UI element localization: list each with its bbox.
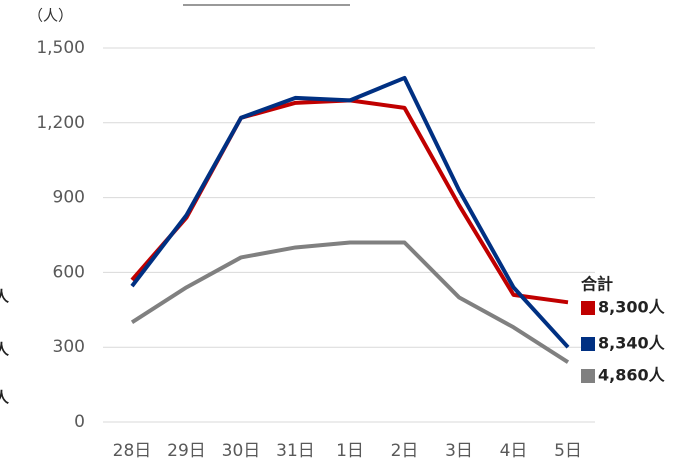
legend-title: 合計 (581, 275, 613, 294)
x-tick-label: 3日 (445, 441, 473, 461)
legend-label: 8,300人 (598, 298, 666, 317)
x-tick-label: 30日 (222, 441, 261, 461)
y-tick-label: 300 (53, 337, 85, 357)
annotation: 人 (0, 389, 10, 407)
y-tick-label: 1,500 (36, 38, 85, 58)
x-tick-label: 2日 (391, 441, 419, 461)
series-line (130, 240, 570, 364)
annotation: 人 (0, 288, 10, 306)
legend-label: 4,860人 (598, 366, 666, 385)
y-tick-label: 1,200 (36, 113, 85, 133)
legend-swatch (581, 337, 595, 351)
y-axis-label: （人） (28, 7, 73, 25)
x-tick-label: 29日 (167, 441, 206, 461)
x-tick-label: 28日 (113, 441, 152, 461)
x-tick-label: 5日 (554, 441, 582, 461)
y-tick-label: 0 (74, 412, 85, 432)
x-tick-label: 31日 (276, 441, 315, 461)
legend-label: 8,340人 (598, 334, 666, 353)
x-tick-label: 1日 (336, 441, 364, 461)
annotation: 人 (0, 341, 10, 359)
y-tick-label: 600 (53, 262, 85, 282)
y-tick-label: 900 (53, 188, 85, 208)
legend-swatch (581, 369, 595, 383)
series-line (130, 75, 570, 349)
legend-swatch (581, 301, 595, 315)
x-tick-label: 4日 (500, 441, 528, 461)
